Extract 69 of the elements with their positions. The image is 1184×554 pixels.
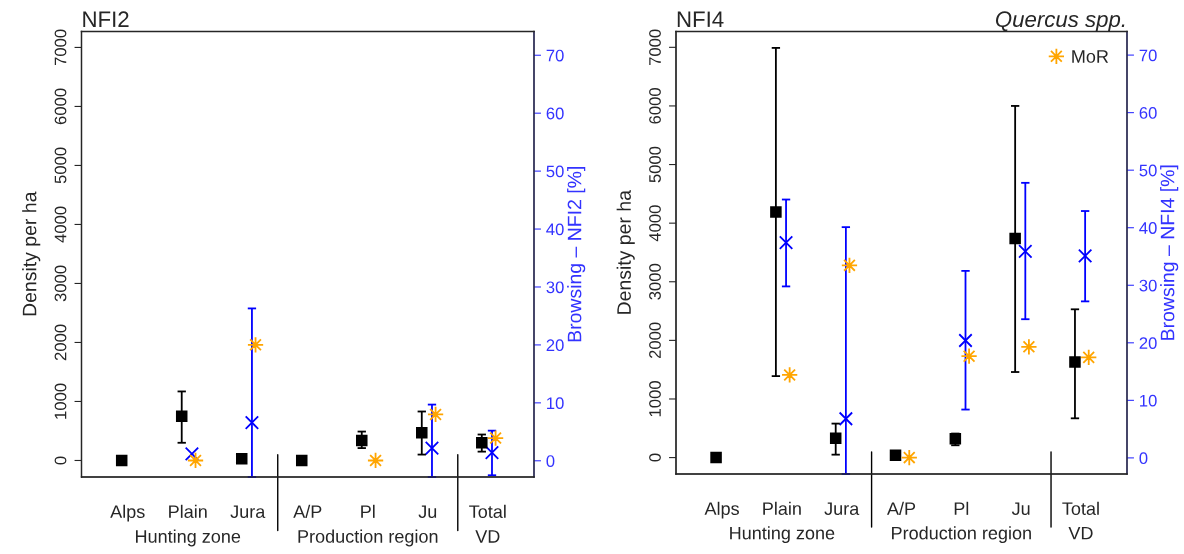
y2-tick-label: 40 xyxy=(1139,222,1157,234)
y2-tick-label: 50 xyxy=(546,165,564,178)
x-tick-label: Pl xyxy=(361,504,375,518)
x-tick-label: Plain xyxy=(763,501,801,516)
text: Production region xyxy=(298,529,438,547)
y2-tick-label: 60 xyxy=(1139,107,1157,119)
x-tick-label: Alps xyxy=(704,501,739,519)
y-tick-label: 1000 xyxy=(54,383,67,419)
chart-title: NFI4 xyxy=(677,11,724,27)
x-tick-label: Ju xyxy=(1011,502,1030,516)
point xyxy=(1077,248,1093,264)
y2-axis-title: Browsing – NFI2 [%] xyxy=(567,167,586,342)
y-tick-label: 0 xyxy=(649,453,661,462)
y2-tick-label: 60 xyxy=(546,107,564,120)
point xyxy=(244,415,260,430)
y-tick-label: 4000 xyxy=(649,205,661,242)
y2-tick-label: 20 xyxy=(1139,337,1157,350)
y-tick-label: 7000 xyxy=(54,29,67,66)
text: VD xyxy=(1068,526,1093,540)
y-tick-label: 7000 xyxy=(649,29,661,66)
y-axis-title: Density per ha xyxy=(22,191,41,316)
y-tick-label: 2000 xyxy=(649,322,661,359)
text: Hunting zone xyxy=(136,529,241,547)
point xyxy=(838,411,854,426)
y-axis-title: Density per ha xyxy=(616,190,635,314)
chart-subtitle: Quercus spp. xyxy=(995,11,1125,32)
y2-tick-label: 10 xyxy=(547,397,564,410)
y-tick-label: 6000 xyxy=(54,88,67,125)
y-tick-label: 6000 xyxy=(649,88,661,124)
point xyxy=(778,235,794,250)
x-tick-label: Ju xyxy=(418,505,437,519)
point xyxy=(424,440,440,456)
x-tick-label: Plain xyxy=(169,504,207,519)
x-tick-label: Total xyxy=(469,504,506,519)
y2-tick-label: 0 xyxy=(1139,452,1148,465)
point xyxy=(184,446,200,461)
text: Production region xyxy=(892,526,1031,544)
y2-tick-label: 50 xyxy=(1139,164,1157,177)
x-tick-label: Pl xyxy=(954,501,969,515)
x-tick-label: A/P xyxy=(293,504,322,519)
y2-tick-label: 30 xyxy=(1139,279,1157,292)
point xyxy=(484,445,500,460)
x-tick-label: Jura xyxy=(824,502,860,516)
text: Hunting zone xyxy=(730,526,835,544)
y-tick-label: 5000 xyxy=(54,147,67,184)
y2-axis-title: Browsing – NFI4 [%] xyxy=(1160,165,1179,340)
y2-tick-label: 70 xyxy=(546,49,564,62)
text: VD xyxy=(475,530,500,543)
y-tick-label: 1000 xyxy=(649,381,661,417)
y-tick-label: 2000 xyxy=(54,324,67,361)
y2-tick-label: 10 xyxy=(1140,394,1157,407)
y-tick-label: 4000 xyxy=(54,206,67,243)
point xyxy=(958,333,973,348)
y-tick-label: 5000 xyxy=(649,146,661,183)
x-tick-label: A/P xyxy=(886,501,916,516)
x-tick-label: Total xyxy=(1062,501,1099,516)
x-tick-label: Jura xyxy=(230,505,266,519)
y-tick-label: 0 xyxy=(54,456,67,465)
y2-tick-label: 20 xyxy=(546,339,564,352)
y-tick-label: 3000 xyxy=(54,265,67,302)
chart-title: NFI2 xyxy=(83,11,129,27)
y2-tick-label: 0 xyxy=(546,455,555,467)
y2-tick-label: 40 xyxy=(546,223,564,236)
y-tick-label: 3000 xyxy=(649,263,661,300)
x-tick-label: Alps xyxy=(110,504,145,522)
y2-tick-label: 30 xyxy=(546,281,564,294)
point xyxy=(1018,244,1033,259)
y2-tick-label: 70 xyxy=(1139,49,1157,62)
legend-label: MoR xyxy=(1072,50,1109,63)
